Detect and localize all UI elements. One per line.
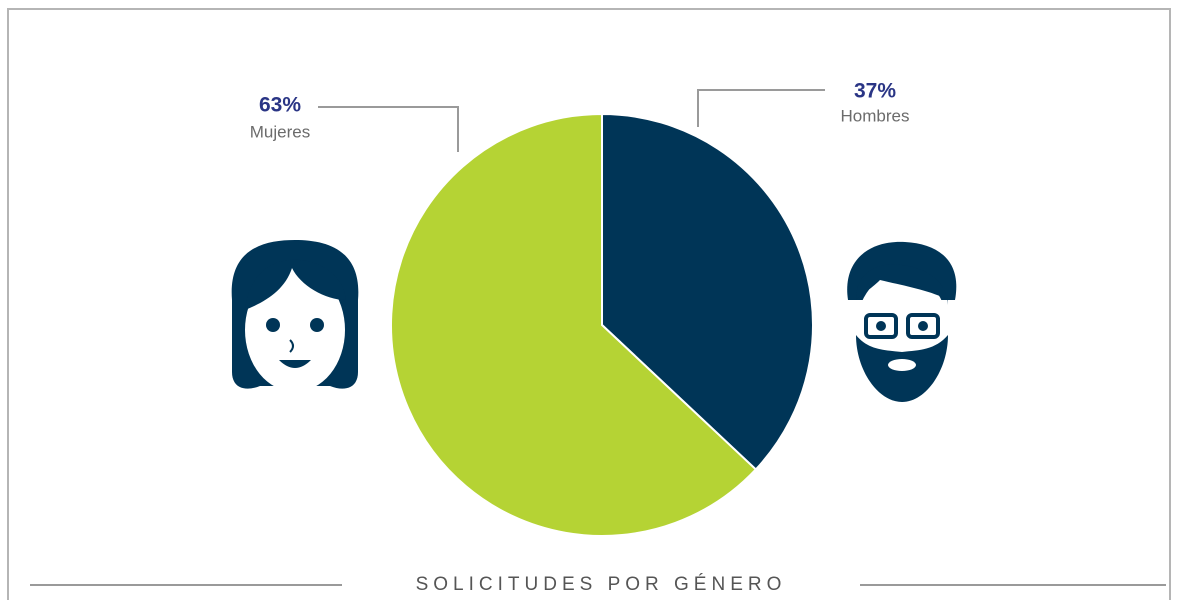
value-label: 63% bbox=[259, 94, 301, 117]
value-label: 37% bbox=[854, 80, 896, 103]
pie-slice bbox=[390, 112, 758, 537]
pie-slice bbox=[601, 112, 814, 471]
chart-title: SOLICITUDES POR GÉNERO bbox=[416, 574, 787, 595]
frame bbox=[7, 8, 1171, 600]
leader-line bbox=[318, 106, 459, 152]
category-label: Mujeres bbox=[250, 122, 310, 141]
man-icon bbox=[847, 241, 957, 402]
category-label: Hombres bbox=[841, 106, 910, 125]
woman-icon bbox=[231, 240, 359, 392]
leader-line bbox=[697, 89, 825, 127]
